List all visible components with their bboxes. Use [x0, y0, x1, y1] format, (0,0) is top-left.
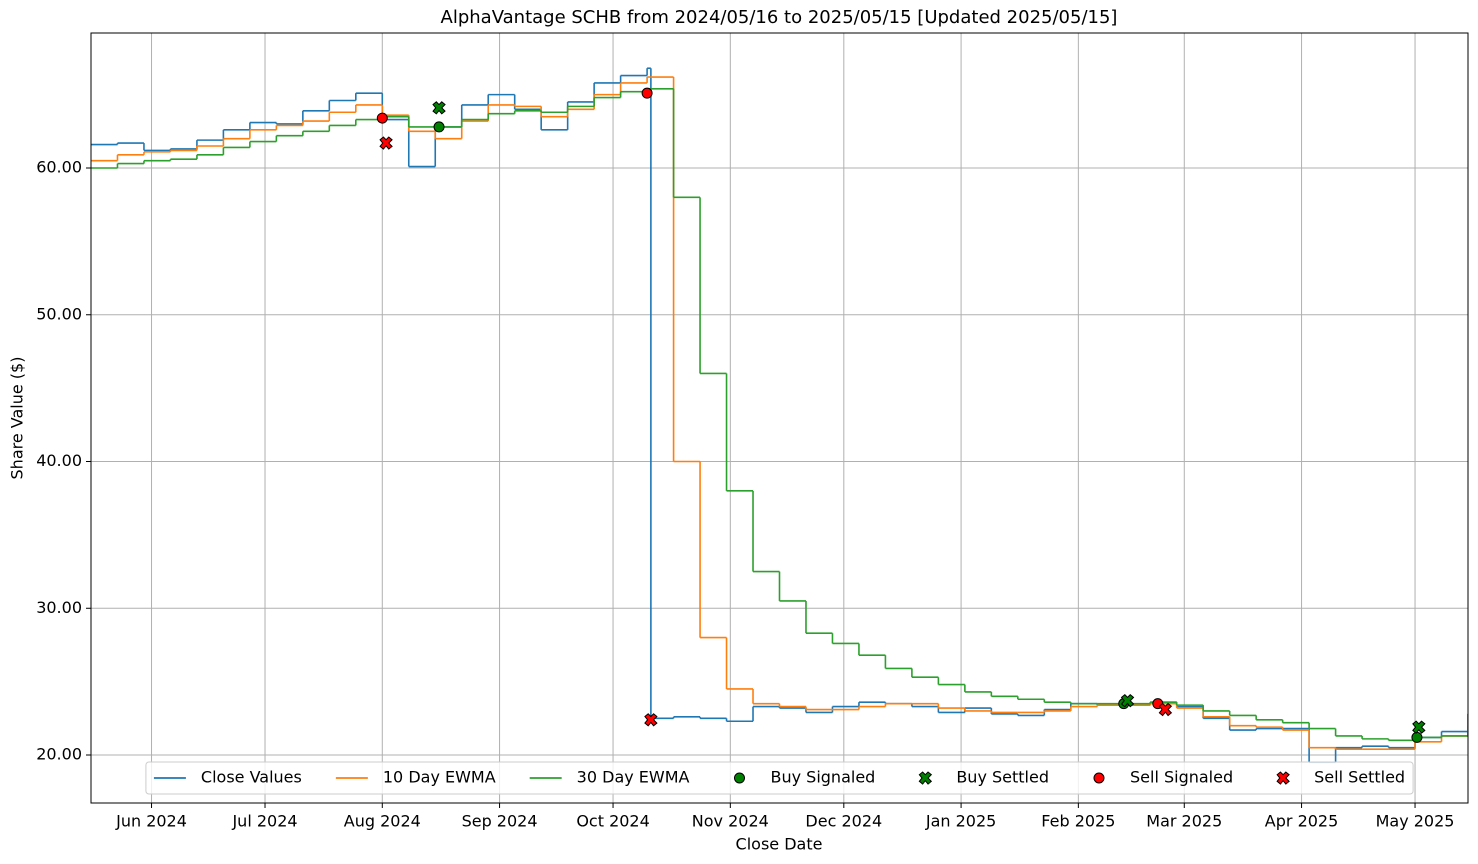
marker — [641, 87, 653, 99]
marker — [1411, 731, 1423, 743]
x-axis-label: Close Date — [736, 835, 823, 854]
chart-title: AlphaVantage SCHB from 2024/05/16 to 202… — [441, 7, 1118, 28]
y-tick-label: 40.00 — [36, 451, 82, 470]
plot — [91, 67, 1468, 764]
legend-box — [145, 761, 1414, 795]
legend-entry: Buy Settled — [918, 768, 1049, 787]
legend: Close Values 10 Day EWMA 30 Day EWMA Buy Si… — [145, 761, 1414, 795]
legend-entry: Close Values — [153, 768, 302, 787]
legend-marker — [918, 771, 933, 785]
y-tick-label: 30.00 — [36, 598, 82, 617]
marker — [376, 112, 388, 124]
marker — [1120, 694, 1135, 708]
legend-label: Sell Signaled — [1130, 768, 1233, 787]
marker — [1412, 720, 1426, 734]
legend-label: Sell Settled — [1314, 768, 1405, 787]
x-tick-label: Apr 2025 — [1265, 812, 1338, 831]
legend-entry: 30 Day EWMA — [529, 768, 690, 787]
marker — [379, 136, 393, 150]
legend-label: Buy Settled — [956, 768, 1049, 787]
x-tick-label: Oct 2024 — [576, 812, 649, 831]
legend-entry: Buy Signaled — [733, 768, 875, 787]
x-tick-label: May 2025 — [1376, 812, 1455, 831]
x-tick-label: Sep 2024 — [462, 812, 538, 831]
x-tick-label: Jan 2025 — [925, 812, 996, 831]
x-tick-label: Dec 2024 — [805, 812, 882, 831]
plot-frame — [90, 32, 1469, 804]
legend-entry: 10 Day EWMA — [335, 768, 496, 787]
marker — [432, 101, 446, 115]
marker — [644, 713, 658, 727]
y-tick-label: 50.00 — [36, 304, 82, 323]
legend-label: 30 Day EWMA — [577, 768, 690, 787]
marker — [1158, 702, 1173, 717]
legend-marker — [733, 772, 745, 784]
x-tick-label: Nov 2024 — [692, 812, 769, 831]
legend-marker — [1093, 772, 1105, 784]
legend-marker — [1276, 771, 1290, 785]
marker — [433, 121, 445, 133]
x-tick-label: Jun 2024 — [115, 812, 187, 831]
x-tick-label: Aug 2024 — [344, 812, 421, 831]
legend-entry: Sell Signaled — [1093, 768, 1233, 787]
legend-label: 10 Day EWMA — [383, 768, 496, 787]
legend-label: Buy Signaled — [770, 768, 875, 787]
x-tick-label: Mar 2025 — [1146, 812, 1222, 831]
legend-entry: Sell Settled — [1276, 768, 1405, 787]
x-tick-label: Feb 2025 — [1041, 812, 1115, 831]
y-tick-label: 20.00 — [36, 745, 82, 764]
y-tick-label: 60.00 — [36, 158, 82, 177]
y-axis-label: Share Value ($) — [8, 357, 27, 480]
x-tick-label: Jul 2024 — [231, 812, 297, 831]
legend-label: Close Values — [201, 768, 302, 787]
